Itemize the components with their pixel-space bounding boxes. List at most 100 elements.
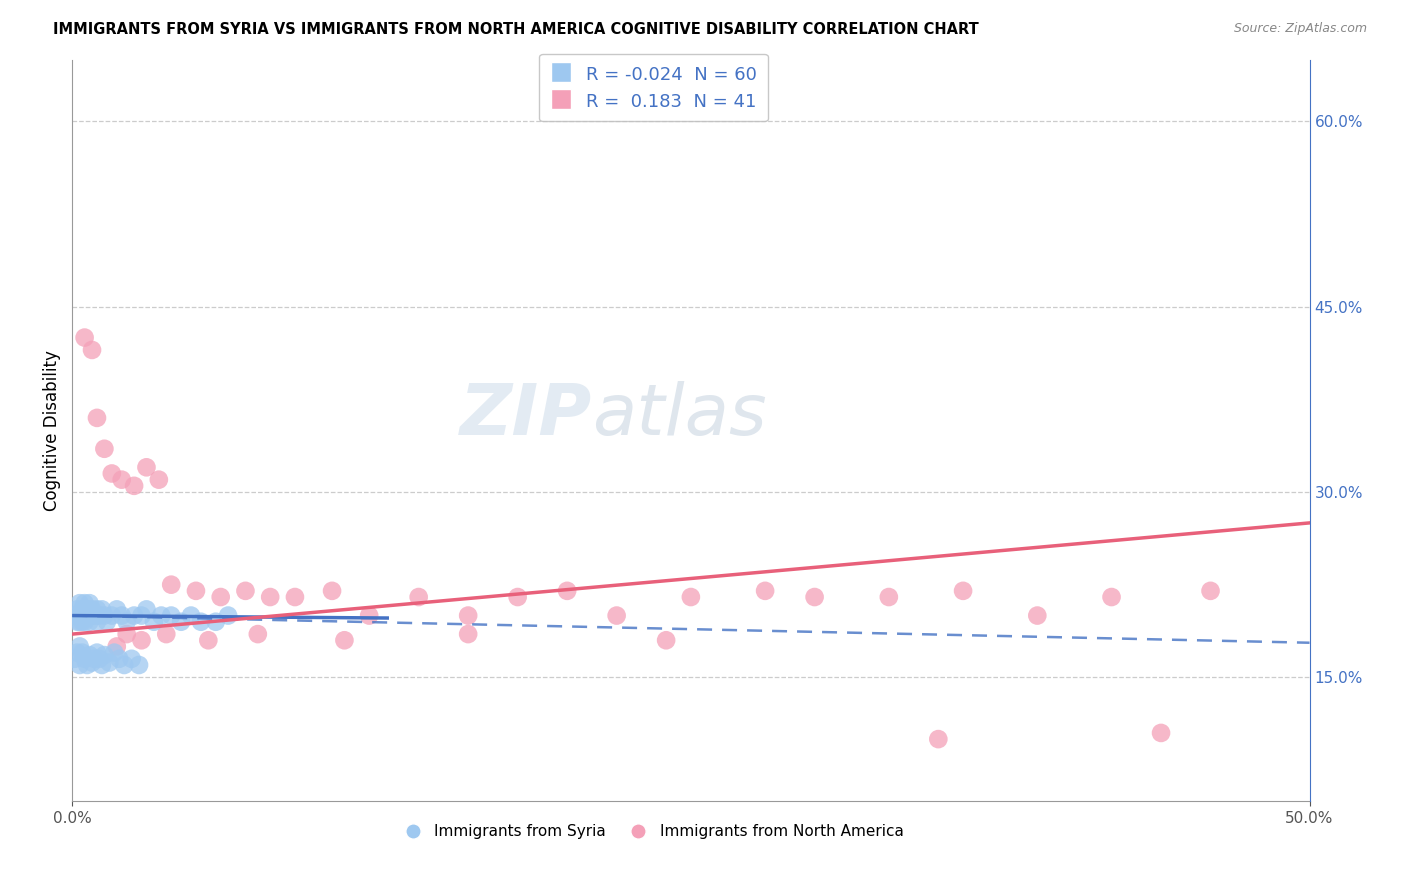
Point	[73, 615, 96, 629]
Point	[170, 615, 193, 629]
Point	[190, 615, 212, 629]
Point	[506, 590, 529, 604]
Point	[86, 646, 108, 660]
Point	[76, 608, 98, 623]
Point	[160, 608, 183, 623]
Point	[70, 646, 93, 660]
Point	[359, 608, 381, 623]
Point	[457, 608, 479, 623]
Point	[142, 615, 165, 629]
Text: Source: ZipAtlas.com: Source: ZipAtlas.com	[1233, 22, 1367, 36]
Point	[204, 615, 226, 629]
Point	[80, 656, 103, 670]
Y-axis label: Cognitive Disability: Cognitive Disability	[44, 350, 60, 511]
Point	[105, 640, 128, 654]
Point	[108, 652, 131, 666]
Point	[79, 648, 101, 662]
Point	[457, 627, 479, 641]
Point	[122, 608, 145, 623]
Point	[184, 583, 207, 598]
Point	[148, 473, 170, 487]
Point	[135, 460, 157, 475]
Point	[131, 633, 153, 648]
Point	[333, 633, 356, 648]
Point	[70, 602, 93, 616]
Point	[66, 646, 89, 660]
Point	[284, 590, 307, 604]
Point	[246, 627, 269, 641]
Point	[86, 410, 108, 425]
Point	[122, 479, 145, 493]
Point	[655, 633, 678, 648]
Point	[679, 590, 702, 604]
Point	[101, 608, 124, 623]
Point	[69, 640, 91, 654]
Point	[79, 596, 101, 610]
Point	[952, 583, 974, 598]
Point	[86, 615, 108, 629]
Point	[96, 615, 118, 629]
Point	[70, 608, 93, 623]
Point	[209, 590, 232, 604]
Point	[90, 602, 112, 616]
Point	[80, 343, 103, 357]
Point	[115, 627, 138, 641]
Point	[754, 583, 776, 598]
Point	[63, 608, 86, 623]
Point	[135, 602, 157, 616]
Point	[111, 608, 134, 623]
Point	[63, 652, 86, 666]
Point	[1101, 590, 1123, 604]
Point	[803, 590, 825, 604]
Point	[98, 656, 121, 670]
Point	[259, 590, 281, 604]
Point	[105, 602, 128, 616]
Point	[121, 652, 143, 666]
Text: ZIP: ZIP	[460, 381, 592, 450]
Point	[80, 608, 103, 623]
Point	[1026, 608, 1049, 623]
Point	[70, 615, 93, 629]
Point	[93, 442, 115, 456]
Point	[101, 467, 124, 481]
Point	[86, 602, 108, 616]
Point	[150, 608, 173, 623]
Point	[128, 657, 150, 672]
Point	[197, 633, 219, 648]
Text: atlas: atlas	[592, 381, 766, 450]
Point	[155, 627, 177, 641]
Point	[80, 602, 103, 616]
Point	[93, 648, 115, 662]
Point	[73, 330, 96, 344]
Point	[83, 608, 105, 623]
Point	[112, 657, 135, 672]
Point	[76, 602, 98, 616]
Point	[73, 608, 96, 623]
Point	[180, 608, 202, 623]
Point	[76, 657, 98, 672]
Point	[69, 657, 91, 672]
Point	[93, 608, 115, 623]
Text: IMMIGRANTS FROM SYRIA VS IMMIGRANTS FROM NORTH AMERICA COGNITIVE DISABILITY CORR: IMMIGRANTS FROM SYRIA VS IMMIGRANTS FROM…	[53, 22, 979, 37]
Point	[606, 608, 628, 623]
Point	[1150, 726, 1173, 740]
Point	[131, 608, 153, 623]
Point	[927, 732, 949, 747]
Point	[79, 615, 101, 629]
Point	[66, 602, 89, 616]
Point	[1199, 583, 1222, 598]
Point	[103, 646, 125, 660]
Point	[66, 615, 89, 629]
Point	[69, 608, 91, 623]
Point	[160, 577, 183, 591]
Point	[877, 590, 900, 604]
Point	[90, 657, 112, 672]
Point	[83, 652, 105, 666]
Point	[321, 583, 343, 598]
Point	[73, 652, 96, 666]
Point	[217, 608, 239, 623]
Point	[69, 596, 91, 610]
Point	[89, 652, 111, 666]
Point	[235, 583, 257, 598]
Point	[408, 590, 430, 604]
